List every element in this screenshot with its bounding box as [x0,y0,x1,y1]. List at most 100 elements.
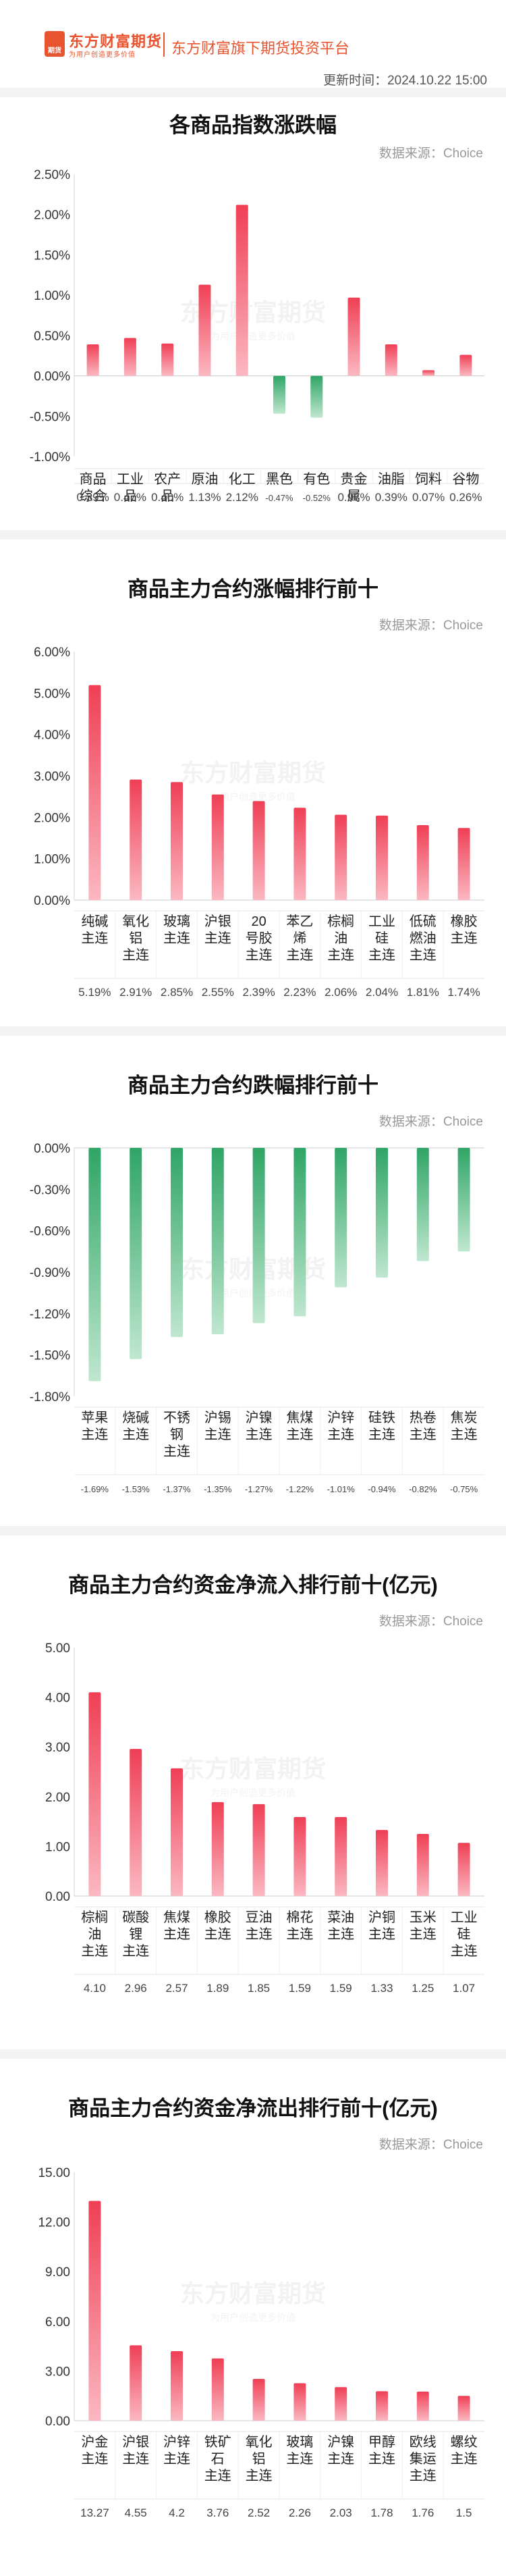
bar [347,297,360,376]
page-header: 期货 东方财富期货 为用户创造更多价值 东方财富旗下期货投资平台 更新时间：20… [0,0,506,88]
bar [211,1802,224,1896]
header-divider [163,32,165,57]
data-label: -0.75% [450,1484,478,1494]
data-label: 4.55 [125,2506,147,2519]
bar [130,1749,142,1896]
bar [123,338,136,376]
data-label: 0.47% [114,491,146,504]
x-tick-label: 不锈钢主连 [163,1410,190,1459]
chart-section-5: 商品主力合约资金净流出排行前十(亿元) 数据来源：Choice 东方财富期货 为用户创… [0,2049,506,2576]
data-label: 1.59 [289,1982,311,1995]
bar [457,2396,470,2421]
x-tick-label: 沪银主连 [204,914,231,946]
y-tick-label: 4.00 [45,1691,70,1706]
x-tick-label: 沪金主连 [81,2434,108,2467]
data-source: 数据来源：Choice [378,619,483,633]
data-label: 1.07 [453,1982,475,1995]
bar-chart: 东方财富期货为用户创造更多价值0.00%-0.30%-0.60%-0.90%-1… [30,1142,484,1494]
data-label: 2.91% [119,986,152,999]
data-label: 4.2 [169,2506,185,2519]
x-tick-label: 棕榈油主连 [327,914,354,963]
x-tick-label: 欧线集运主连 [410,2434,437,2483]
data-label: -1.27% [245,1484,273,1494]
y-tick-label: 3.00 [45,2365,70,2379]
data-label: 2.85% [161,986,193,999]
bar [293,1148,306,1317]
y-tick-label: 5.00% [34,687,70,701]
bar [416,824,429,900]
bar [235,205,248,376]
bar [252,2379,265,2421]
y-tick-label: 0.00 [45,1890,70,1904]
x-tick-label: 沪镍主连 [327,2434,354,2467]
bar [293,1816,306,1896]
x-tick-label: 焦炭主连 [451,1410,478,1442]
chart-title: 商品主力合约资金净流入排行前十(亿元) [68,1573,438,1597]
bar [335,814,347,900]
x-tick-label: 沪铜主连 [368,1910,395,1942]
bar [252,1148,265,1323]
y-tick-label: 0.50% [34,330,70,344]
data-label: 0.07% [412,491,445,504]
x-tick-label: 沪锌主连 [327,1410,354,1442]
watermark: 东方财富期货 [180,1755,326,1783]
y-tick-label: 0.00 [45,2415,70,2429]
y-tick-label: 2.00% [34,811,70,825]
x-tick-label: 铁矿石主连 [204,2434,231,2483]
bar [130,779,142,900]
x-tick-label: 橡胶主连 [451,914,478,946]
y-tick-label: 2.00% [34,209,70,223]
x-tick-label: 螺纹主连 [451,2434,478,2467]
x-tick-label: 工业品 [117,471,144,504]
bar [88,1148,101,1382]
data-label: 2.23% [283,986,316,999]
data-label: -1.35% [204,1484,232,1494]
y-tick-label: 3.00% [34,770,70,784]
data-label: -1.01% [327,1484,356,1494]
data-label: 2.57 [165,1982,188,1995]
x-tick-label: 农产品 [154,471,181,504]
bar [161,343,174,376]
data-label: 1.89 [206,1982,229,1995]
data-label: -1.53% [122,1484,150,1494]
bar [171,1148,183,1338]
data-label: 2.96 [125,1982,147,1995]
bar [273,375,285,414]
data-label: 1.13% [188,491,221,504]
bar [130,2345,142,2421]
x-tick-label: 20 号胶主连 [246,914,273,963]
bar [211,794,224,900]
data-label: 2.55% [202,986,234,999]
watermark-slogan: 为用户创造更多价值 [210,2312,296,2323]
x-tick-label: 硅铁主连 [368,1410,395,1442]
x-tick-label: 纯碱主连 [81,914,108,946]
x-tick-label: 棉花主连 [286,1910,313,1942]
bar [416,1148,429,1261]
y-tick-label: 6.00% [34,646,70,660]
data-label: 0.39% [375,491,407,504]
y-tick-label: 5.00 [45,1641,70,1656]
data-label: 1.5 [456,2506,472,2519]
x-tick-label: 氧化铝主连 [246,2434,273,2483]
y-tick-label: -0.60% [30,1225,70,1239]
x-tick-label: 焦煤主连 [163,1910,190,1942]
data-label: 1.76 [412,2506,434,2519]
chart-section-2: 商品主力合约涨幅排行前十 数据来源：Choice 东方财富期货 为用户创造更多价值 6.… [0,530,506,1026]
chart-section-4: 商品主力合约资金净流入排行前十(亿元) 数据来源：Choice 东方财富期货 为用户创… [0,1526,506,2049]
y-tick-label: -1.00% [30,450,70,465]
bar [130,1148,142,1359]
y-tick-label: 2.00 [45,1791,70,1805]
x-tick-label: 苯乙烯主连 [286,914,313,963]
bar [198,284,211,376]
y-tick-label: 9.00 [45,2265,70,2280]
x-tick-label: 玻璃主连 [163,914,190,946]
data-label: 1.25 [412,1982,434,1995]
x-tick-label: 豆油主连 [246,1910,273,1942]
y-tick-label: 15.00 [38,2166,70,2180]
bar [335,2387,347,2421]
data-label: 0.97% [337,491,370,504]
y-tick-label: 1.50% [34,248,70,263]
watermark-slogan: 为用户创造更多价值 [210,791,296,802]
data-label: 3.76 [206,2506,229,2519]
